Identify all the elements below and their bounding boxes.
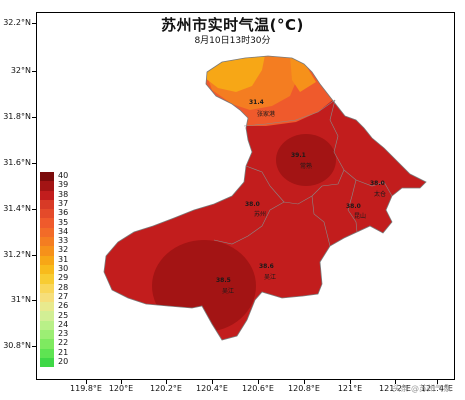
station-wujiang: 38.6 吴江 (259, 263, 276, 281)
legend-label: 35 (58, 217, 69, 227)
station-name: 吴江 (222, 288, 234, 295)
map-title: 苏州市实时气温(°C) (161, 16, 304, 34)
legend-label: 26 (58, 301, 69, 311)
station-changshu: 39.1 常熟 (291, 152, 312, 170)
legend-swatch (40, 320, 54, 331)
lat-tick-label: 32°N (10, 66, 31, 75)
legend-label: 20 (58, 357, 69, 366)
legend-swatch (40, 264, 54, 275)
lon-tick-label: 121°E (337, 384, 363, 393)
legend-label: 37 (58, 198, 69, 208)
legend-swatch (40, 330, 54, 340)
lon-tick-label: 119.8°E (70, 384, 102, 393)
legend-swatch (40, 199, 54, 210)
lon-tick-label: 120.4°E (196, 384, 228, 393)
lat-tick-label: 31°N (10, 295, 31, 304)
lon-tick-label: 120.2°E (150, 384, 182, 393)
lon-tick-label: 121.2°E (379, 384, 411, 393)
legend-swatch (40, 311, 54, 321)
temperature-legend (40, 172, 54, 368)
station-name: 昆山 (354, 212, 366, 220)
station-name: 太仓 (374, 190, 386, 198)
station-value: 38.6 (259, 263, 274, 270)
legend-label: 34 (58, 226, 69, 236)
legend-swatch (40, 348, 54, 358)
legend-swatch (40, 339, 54, 349)
legend-label: 38 (58, 189, 69, 199)
station-zhangjiagang: 31.4 张家港 (249, 99, 275, 118)
lat-tick-label: 31.6°N (3, 158, 31, 167)
watermark: 头条 @苏州气象 (392, 384, 451, 393)
station-suzhou: 38.0 苏州 (245, 201, 266, 218)
station-taicang: 38.0 太仓 (370, 180, 386, 198)
legend-label: 32 (58, 245, 69, 255)
legend-label: 29 (58, 273, 69, 283)
lat-tick-label: 32.2°N (3, 18, 31, 27)
legend-swatch (40, 283, 54, 293)
legend-label: 28 (58, 282, 69, 292)
legend-label: 23 (58, 329, 69, 339)
legend-swatch (40, 218, 54, 228)
legend-swatch (40, 274, 54, 284)
legend-swatch (40, 292, 54, 303)
legend-label: 27 (58, 291, 69, 301)
legend-swatch (40, 302, 54, 312)
station-value: 38.0 (346, 203, 361, 210)
station-wujiang-south: 38.5 吴江 (216, 277, 234, 295)
legend-swatch (40, 255, 54, 265)
legend-swatch (40, 172, 54, 182)
legend-label: 25 (58, 310, 69, 320)
station-kunshan: 38.0 昆山 (346, 203, 366, 220)
district-boundaries (213, 99, 393, 247)
station-value: 38.5 (216, 277, 231, 284)
station-name: 常熟 (300, 162, 312, 170)
lat-tick-label: 30.8°N (3, 341, 31, 350)
legend-label: 33 (58, 236, 69, 246)
legend-label: 36 (58, 208, 69, 218)
lon-tick-label: 120°E (108, 384, 134, 393)
station-name: 苏州 (254, 210, 266, 218)
legend-swatch (40, 246, 54, 256)
map-subtitle: 8月10日13时30分 (194, 36, 271, 46)
lon-tick-label: 120.6°E (242, 384, 274, 393)
lat-tick-label: 31.4°N (3, 204, 31, 213)
lon-tick-label: 121.4°E (421, 384, 453, 393)
legend-swatch (40, 190, 54, 200)
station-value: 38.0 (370, 180, 385, 187)
legend-label: 40 (58, 171, 69, 180)
legend-label: 39 (58, 180, 69, 190)
legend-label: 30 (58, 264, 69, 273)
legend-label: 31 (58, 254, 69, 264)
legend-swatch (40, 357, 54, 368)
station-value: 38.0 (245, 201, 260, 208)
lat-tick-label: 31.2°N (3, 250, 31, 259)
legend-swatch (40, 181, 54, 191)
lon-tick-label: 120.8°E (288, 384, 320, 393)
legend-label: 21 (58, 347, 69, 357)
legend-swatch (40, 227, 54, 238)
station-name: 张家港 (257, 110, 275, 118)
legend-swatch (40, 237, 54, 247)
legend-label: 24 (58, 319, 69, 329)
legend-label: 22 (58, 338, 69, 348)
legend-swatch (40, 209, 54, 219)
station-name: 吴江 (264, 274, 276, 281)
station-value: 31.4 (249, 99, 264, 106)
station-value: 39.1 (291, 152, 306, 159)
lat-tick-label: 31.8°N (3, 112, 31, 121)
